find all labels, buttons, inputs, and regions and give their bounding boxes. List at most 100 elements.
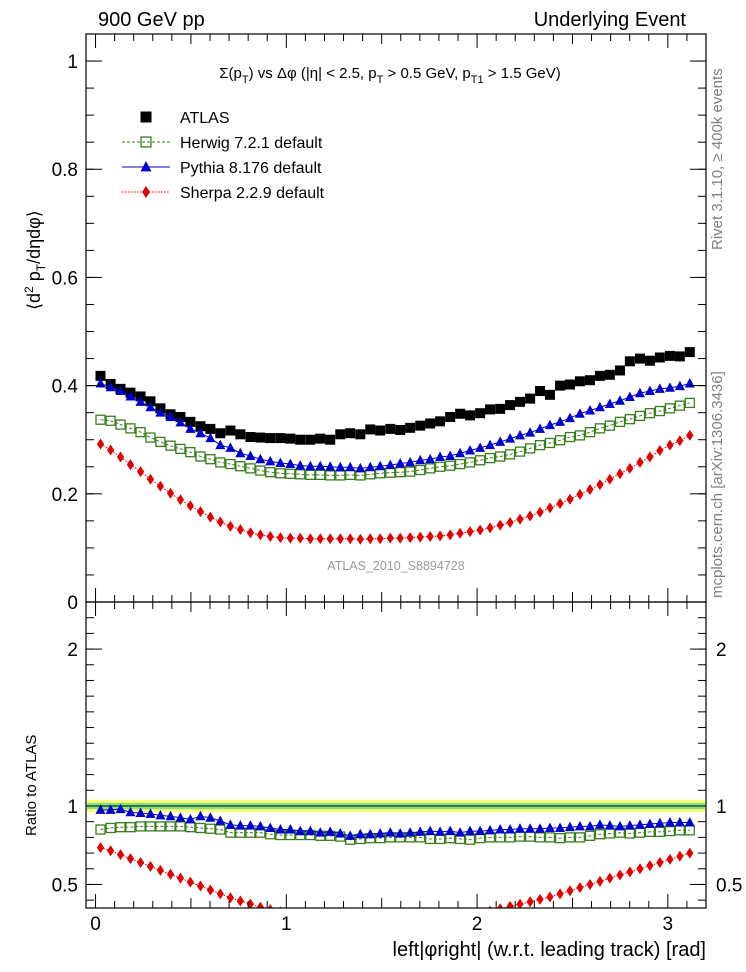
x-tick-label: 3: [663, 914, 674, 935]
top-point: [525, 427, 536, 437]
ratio-point: [546, 891, 554, 903]
top-point: [205, 454, 216, 465]
ratio-point: [516, 898, 524, 908]
top-point: [594, 370, 605, 381]
ratio-point: [405, 827, 416, 837]
ratio-panel: 0.5 0.5 1 1 2 2 0 1 2 3: [52, 601, 742, 935]
y-tick-label-right: 1: [716, 797, 727, 818]
ratio-point: [616, 869, 624, 881]
top-point: [465, 445, 476, 455]
ratio-point: [95, 804, 106, 814]
ratio-ylabel: Ratio to ATLAS: [23, 735, 40, 836]
top-point: [566, 493, 574, 505]
top-point: [555, 380, 566, 391]
top-point: [585, 405, 596, 415]
ratio-point: [495, 824, 506, 834]
top-point: [415, 464, 426, 476]
top-point: [135, 426, 146, 438]
ratio-point: [646, 860, 654, 872]
top-point: [485, 439, 496, 450]
top-point: [614, 365, 625, 376]
top-point: [564, 431, 576, 443]
ratio-point: [536, 893, 544, 905]
mcplots-label: mcplots.cern.ch [arXiv:1306.3436]: [709, 371, 726, 598]
top-point: [156, 480, 164, 492]
top-point: [185, 423, 196, 433]
top-point: [205, 423, 216, 434]
y-tick-label: 1: [67, 797, 78, 818]
top-point: [445, 460, 456, 471]
top-point: [345, 461, 356, 472]
ratio-point: [425, 825, 436, 836]
top-point: [145, 432, 156, 443]
ratio-point: [427, 914, 434, 925]
top-point: [386, 532, 394, 544]
top-point: [105, 415, 116, 426]
top-point: [626, 462, 634, 474]
ratio-point: [135, 821, 146, 832]
top-point: [285, 433, 296, 444]
ratio-point: [456, 910, 463, 921]
top-point: [126, 459, 135, 471]
ratio-point: [245, 820, 256, 830]
rivet-label: Rivet 3.1.10, ≥ 400k events: [709, 68, 726, 250]
top-point: [316, 533, 324, 545]
ratio-point: [576, 882, 584, 894]
top-point: [326, 533, 334, 545]
ratio-point: [515, 823, 525, 833]
top-point: [306, 533, 314, 545]
top-point: [226, 520, 235, 532]
top-point: [165, 440, 176, 451]
ratio-point: [584, 830, 596, 841]
legend-marker: [140, 160, 152, 172]
top-point: [556, 498, 564, 510]
top-point: [584, 426, 596, 438]
ratio-point: [95, 824, 106, 835]
ratio-point: [267, 904, 273, 908]
top-point: [564, 412, 575, 423]
top-point: [405, 422, 416, 433]
top-point: [396, 532, 404, 544]
top-point: [664, 382, 675, 392]
top-point: [506, 516, 514, 528]
top-series-sherpa: [96, 429, 694, 545]
top-point: [596, 479, 604, 491]
top-point: [476, 524, 484, 536]
top-point: [195, 451, 206, 462]
ratio-point: [297, 911, 304, 922]
y-tick-label: 0.6: [52, 268, 78, 289]
top-point: [286, 532, 294, 544]
ratio-point: [196, 880, 205, 892]
top-point: [624, 356, 635, 367]
top-point: [674, 400, 686, 411]
legend: ATLAS Herwig 7.2.1 default Pythia 8.176 de…: [122, 110, 325, 202]
ratio-point: [407, 916, 414, 927]
ratio-point: [345, 830, 356, 840]
ratio-point: [626, 866, 634, 878]
ratio-point: [644, 818, 655, 829]
top-point: [215, 457, 226, 468]
ratio-series-pythia: [95, 803, 695, 840]
legend-label: ATLAS: [180, 110, 230, 127]
ratio-point: [146, 860, 155, 872]
top-point: [155, 436, 166, 448]
top-point: [425, 453, 436, 464]
ratio-point: [337, 916, 344, 927]
top-point: [434, 461, 446, 472]
top-point: [564, 379, 575, 390]
top-point: [496, 519, 504, 531]
top-point: [525, 393, 536, 404]
top-point: [636, 456, 644, 468]
ratio-point: [654, 817, 665, 828]
top-point: [426, 531, 434, 543]
ratio-point: [624, 820, 635, 830]
ratio-point: [465, 825, 476, 836]
top-point: [116, 451, 125, 463]
ratio-point: [215, 815, 226, 825]
top-point: [356, 533, 364, 545]
top-point: [375, 425, 386, 436]
ratio-point: [325, 826, 336, 836]
header-left: 900 GeV pp: [98, 9, 205, 31]
top-point: [225, 442, 236, 452]
